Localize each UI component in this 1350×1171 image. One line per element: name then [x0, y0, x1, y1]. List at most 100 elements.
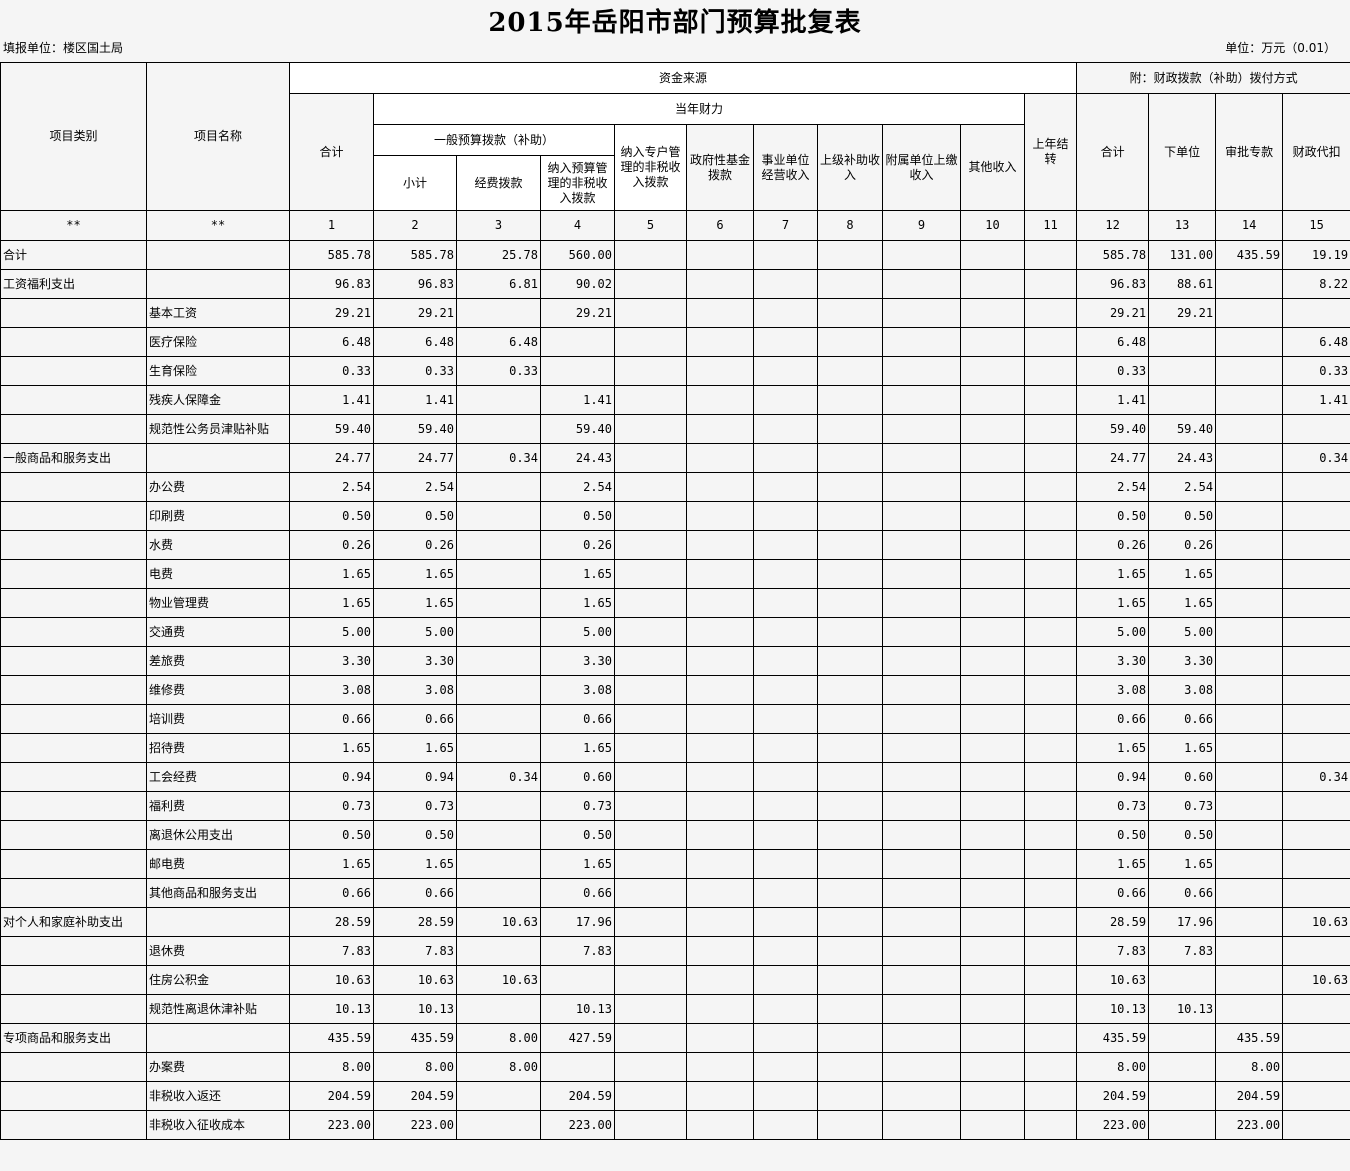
cell-category — [0, 646, 147, 676]
empty-cell — [960, 472, 1025, 502]
header-general-budget: 一般预算拨款（补助） — [373, 124, 615, 156]
cell-budget-nontax: 0.66 — [540, 704, 615, 734]
cell-fiscal-withhold — [1282, 1052, 1350, 1082]
empty-cell — [1023, 1052, 1078, 1082]
cell-pay-total: 0.73 — [1076, 791, 1150, 821]
cell-subtotal: 28.59 — [373, 907, 457, 937]
cell-pay-total: 28.59 — [1076, 907, 1150, 937]
cell-pay-total: 8.00 — [1076, 1052, 1150, 1082]
empty-cell — [882, 704, 961, 734]
empty-cell — [817, 733, 883, 763]
budget-table: 项目类别 项目名称 资金来源 附：财政拨款（补助）拨付方式 合计 当年财力 上年… — [0, 62, 1350, 1140]
cell-fiscal-withhold — [1282, 733, 1350, 763]
empty-cell — [686, 994, 754, 1024]
empty-cell — [817, 298, 883, 328]
cell-approved-special — [1215, 269, 1284, 299]
empty-cell — [882, 733, 961, 763]
empty-cell — [753, 965, 818, 995]
table-row: 一般商品和服务支出 24.77 24.77 0.34 24.43 24.77 24.43 0.… — [0, 443, 1350, 473]
empty-cell — [686, 1052, 754, 1082]
empty-cell — [960, 501, 1025, 531]
cell-name: 非税收入征收成本 — [146, 1110, 290, 1140]
empty-cell — [614, 414, 687, 444]
empty-cell — [753, 704, 818, 734]
cell-subordinate: 29.21 — [1148, 298, 1217, 328]
cell-name: 物业管理费 — [146, 588, 290, 618]
table-row: 离退休公用支出 0.50 0.50 0.50 0.50 0.50 — [0, 820, 1350, 850]
cell-subtotal: 96.83 — [373, 269, 457, 299]
cell-name: 水费 — [146, 530, 290, 560]
empty-cell — [614, 878, 687, 908]
cell-subtotal: 6.48 — [373, 327, 457, 357]
column-index: 15 — [1282, 210, 1350, 241]
empty-cell — [817, 878, 883, 908]
empty-cell — [960, 443, 1025, 473]
cell-pay-total: 204.59 — [1076, 1081, 1150, 1111]
empty-cell — [614, 965, 687, 995]
cell-category — [0, 385, 147, 415]
empty-cell — [960, 617, 1025, 647]
cell-total: 2.54 — [289, 472, 374, 502]
empty-cell — [1023, 1081, 1078, 1111]
cell-operating-funds: 10.63 — [456, 907, 541, 937]
cell-name: 维修费 — [146, 675, 290, 705]
cell-fiscal-withhold — [1282, 646, 1350, 676]
empty-cell — [614, 733, 687, 763]
cell-category — [0, 791, 147, 821]
empty-cell — [960, 762, 1025, 792]
cell-name: 医疗保险 — [146, 327, 290, 357]
cell-total: 6.48 — [289, 327, 374, 357]
cell-subtotal: 59.40 — [373, 414, 457, 444]
empty-cell — [614, 791, 687, 821]
empty-cell — [614, 1110, 687, 1140]
cell-operating-funds: 10.63 — [456, 965, 541, 995]
empty-cell — [1023, 472, 1078, 502]
empty-cell — [960, 240, 1025, 270]
cell-operating-funds: 6.48 — [456, 327, 541, 357]
empty-cell — [817, 443, 883, 473]
cell-approved-special — [1215, 327, 1284, 357]
empty-cell — [686, 849, 754, 879]
table-row: 非税收入征收成本 223.00 223.00 223.00 223.00 223.00 — [0, 1110, 1350, 1140]
cell-budget-nontax: 1.65 — [540, 849, 615, 879]
cell-total: 0.66 — [289, 878, 374, 908]
empty-cell — [817, 936, 883, 966]
empty-cell — [882, 907, 961, 937]
empty-cell — [1023, 1110, 1078, 1140]
cell-category — [0, 820, 147, 850]
empty-cell — [960, 327, 1025, 357]
cell-operating-funds — [456, 414, 541, 444]
cell-subtotal: 24.77 — [373, 443, 457, 473]
cell-name — [146, 240, 290, 270]
empty-cell — [882, 675, 961, 705]
empty-cell — [1023, 588, 1078, 618]
empty-cell — [817, 588, 883, 618]
cell-category: 工资福利支出 — [0, 269, 147, 299]
cell-fiscal-withhold: 1.41 — [1282, 385, 1350, 415]
empty-cell — [614, 356, 687, 386]
empty-cell — [753, 1110, 818, 1140]
empty-cell — [1023, 385, 1078, 415]
empty-cell — [817, 994, 883, 1024]
empty-cell — [882, 298, 961, 328]
empty-cell — [1023, 675, 1078, 705]
cell-subordinate: 3.08 — [1148, 675, 1217, 705]
empty-cell — [753, 414, 818, 444]
cell-approved-special — [1215, 762, 1284, 792]
cell-total: 29.21 — [289, 298, 374, 328]
empty-cell — [1023, 269, 1078, 299]
cell-subordinate: 24.43 — [1148, 443, 1217, 473]
cell-subordinate — [1148, 327, 1217, 357]
cell-fiscal-withhold — [1282, 1023, 1350, 1053]
cell-category — [0, 849, 147, 879]
empty-cell — [882, 936, 961, 966]
cell-subordinate: 0.73 — [1148, 791, 1217, 821]
currency-unit: 单位：万元（0.01） — [1225, 41, 1336, 55]
empty-cell — [686, 820, 754, 850]
cell-subordinate: 5.00 — [1148, 617, 1217, 647]
cell-approved-special — [1215, 472, 1284, 502]
cell-operating-funds — [456, 1110, 541, 1140]
cell-operating-funds — [456, 994, 541, 1024]
cell-subtotal: 0.66 — [373, 878, 457, 908]
empty-cell — [817, 385, 883, 415]
